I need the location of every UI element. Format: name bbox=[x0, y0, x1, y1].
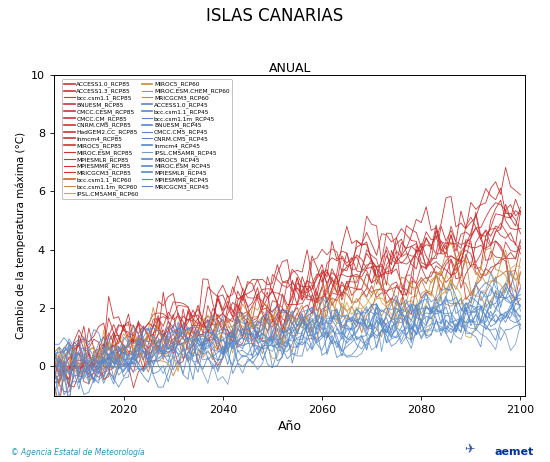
Text: ISLAS CANARIAS: ISLAS CANARIAS bbox=[206, 7, 344, 25]
Text: ✈: ✈ bbox=[465, 444, 475, 456]
Text: aemet: aemet bbox=[494, 447, 534, 457]
Text: © Agencia Estatal de Meteorología: © Agencia Estatal de Meteorología bbox=[11, 449, 145, 457]
X-axis label: Año: Año bbox=[278, 420, 302, 433]
Y-axis label: Cambio de la temperatura máxima (°C): Cambio de la temperatura máxima (°C) bbox=[15, 132, 25, 339]
Legend: ACCESS1.0_RCP85, ACCESS1.3_RCP85, bcc.csm1.1_RCP85, BNUESM_RCP85, CMCC.CESM_RCP8: ACCESS1.0_RCP85, ACCESS1.3_RCP85, bcc.cs… bbox=[62, 79, 232, 199]
Title: ANUAL: ANUAL bbox=[268, 62, 311, 75]
